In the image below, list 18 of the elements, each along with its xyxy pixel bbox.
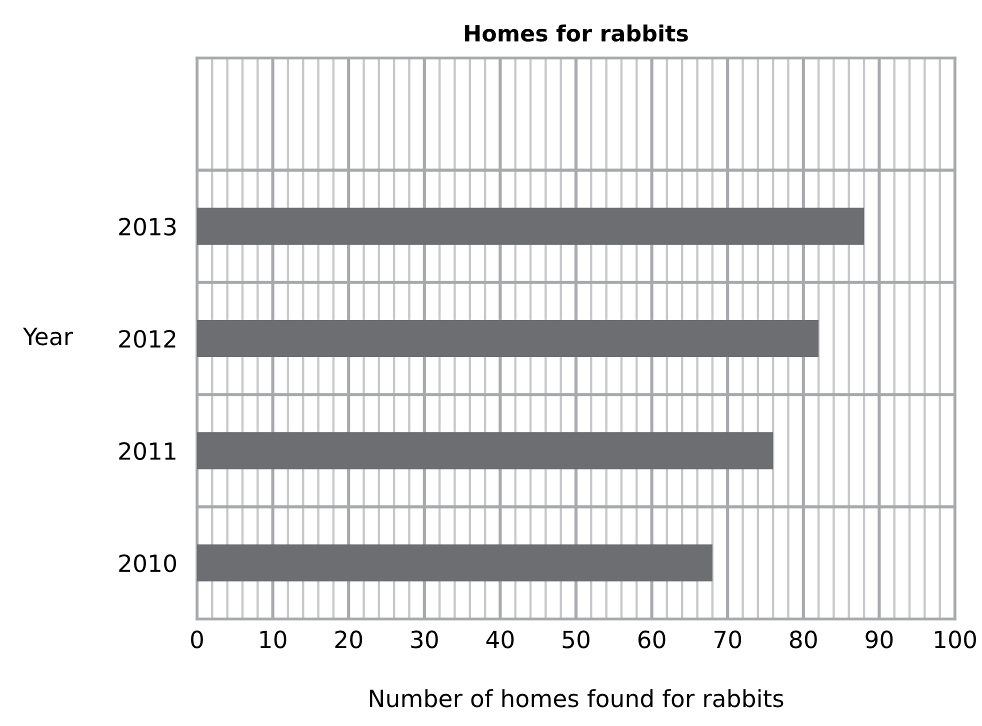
x-tick-label: 100 bbox=[935, 630, 976, 648]
x-tick-label: 80 bbox=[790, 630, 817, 648]
x-tick-label: 50 bbox=[562, 630, 590, 648]
x-tick-label: 0 bbox=[191, 630, 203, 648]
y-tick-label: 2011 bbox=[119, 442, 176, 460]
x-tick-label: 60 bbox=[638, 630, 666, 648]
x-tick-label: 90 bbox=[866, 630, 893, 648]
y-tick-label: 2010 bbox=[119, 554, 176, 572]
x-tick-label: 20 bbox=[335, 630, 362, 648]
x-tick-label: 40 bbox=[486, 630, 514, 648]
x-tick-label: 70 bbox=[714, 630, 742, 648]
y-tick-label: 2012 bbox=[119, 330, 176, 348]
y-tick-label: 2013 bbox=[119, 218, 176, 236]
chart-title: Homes for rabbits bbox=[465, 24, 688, 42]
x-tick-label: 30 bbox=[411, 630, 438, 648]
x-tick-label: 10 bbox=[260, 630, 286, 648]
y-axis-title: Year bbox=[22, 328, 74, 346]
x-axis-title: Number of homes found for rabbits bbox=[370, 689, 784, 708]
